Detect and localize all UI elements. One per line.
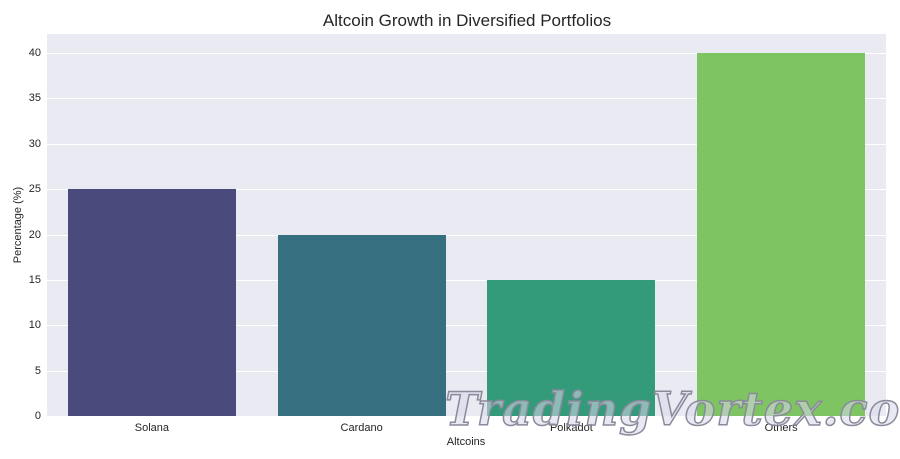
- gridline: [47, 143, 886, 145]
- x-tick-label: Cardano: [340, 422, 383, 434]
- y-axis-label: Percentage (%): [12, 186, 24, 264]
- y-tick-label: 20: [28, 228, 41, 241]
- gridline: [47, 98, 886, 100]
- x-axis-label: Altcoins: [446, 436, 486, 448]
- y-tick-label: 5: [34, 364, 41, 377]
- bar-solana: [67, 189, 236, 416]
- x-tick-label: Others: [764, 422, 798, 434]
- chart-title: Altcoin Growth in Diversified Portfolios: [322, 11, 612, 30]
- x-tick-label: Polkadot: [549, 422, 593, 434]
- bar-polkadot: [487, 279, 656, 416]
- bar-cardano: [277, 234, 446, 416]
- gridline: [47, 370, 886, 372]
- gridline: [47, 279, 886, 281]
- gridline: [47, 189, 886, 191]
- y-tick-label: 15: [28, 273, 41, 286]
- y-tick-label: 0: [34, 410, 41, 422]
- y-tick-label: 35: [28, 92, 41, 105]
- y-tick-label: 25: [28, 183, 41, 196]
- x-tick-label: Solana: [134, 422, 170, 434]
- gridline: [47, 234, 886, 236]
- y-tick-label: 40: [28, 47, 41, 60]
- bar-others: [697, 53, 866, 416]
- gridline: [47, 53, 886, 55]
- gridline: [47, 325, 886, 327]
- y-tick-label: 30: [28, 137, 41, 150]
- gridline: [47, 416, 886, 417]
- y-tick-label: 10: [28, 319, 41, 332]
- plot-area: [47, 34, 886, 417]
